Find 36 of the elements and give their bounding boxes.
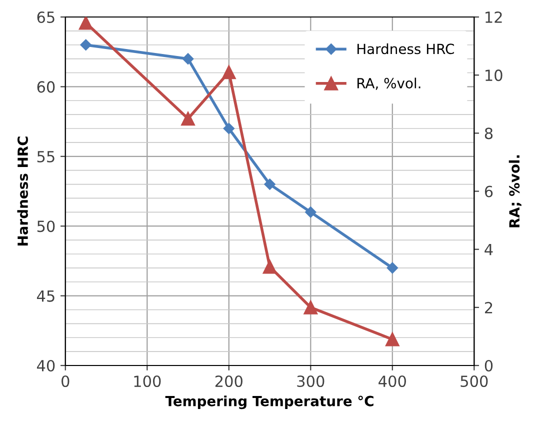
y2-tick-label: 8 [484, 128, 493, 140]
point [78, 17, 93, 30]
y2-tick-label: 2 [484, 302, 492, 314]
point [386, 262, 398, 274]
x-axis-title: Tempering Temperature °C [165, 396, 374, 410]
point [385, 332, 400, 346]
x-tick-label: 100 [134, 375, 161, 388]
y2-axis-title: RA; %vol. [508, 155, 522, 228]
y2-tick-label: 6 [484, 186, 493, 198]
y-tick-label: 60 [37, 81, 55, 93]
x-tick-label: 400 [378, 375, 406, 388]
y-axis-title: Hardness HRC [17, 136, 28, 246]
x-tick-label: 500 [460, 375, 488, 388]
x-tick-label: 300 [297, 375, 324, 388]
y2-tick-label: 12 [486, 11, 502, 23]
point [222, 65, 236, 80]
y2-tick-label: 0 [484, 360, 493, 372]
y-tick-label: 45 [36, 290, 54, 302]
point [182, 53, 194, 64]
y-tick-label: 65 [37, 11, 54, 24]
point [264, 178, 276, 190]
y2-tick-label: 4 [484, 244, 493, 256]
point [304, 300, 318, 314]
point [80, 39, 92, 50]
y-tick-label: 40 [36, 360, 55, 372]
legend-label: RA, %vol. [357, 78, 420, 90]
y2-tick-label: 10 [486, 70, 502, 82]
y-tick-label: 55 [37, 151, 54, 162]
y-tick-label: 50 [37, 220, 55, 232]
point [305, 206, 316, 218]
point [181, 112, 195, 126]
legend-label: Hardness HRC [357, 43, 454, 54]
x-tick-label: 0 [62, 375, 70, 388]
point [262, 260, 277, 274]
point [223, 122, 235, 134]
x-tick-label: 200 [215, 375, 242, 388]
